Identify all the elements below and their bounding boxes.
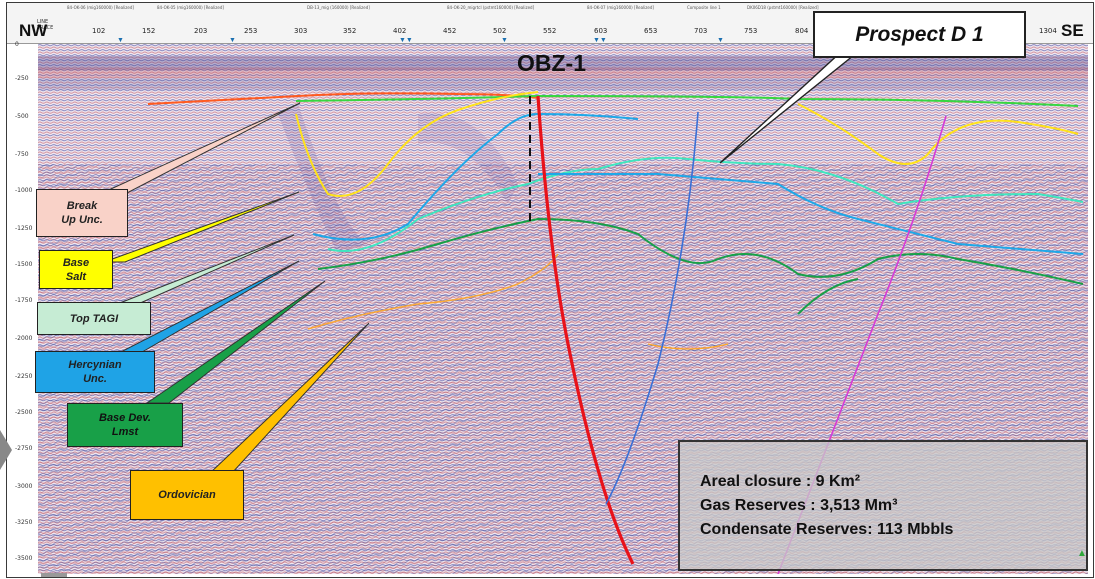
callout-text: Lmst (111, 426, 139, 438)
trace-tick: 452 (443, 27, 457, 35)
trace-marker-icon: ▼▼ (399, 37, 413, 44)
trace-tick: 703 (694, 27, 708, 35)
trace-marker-icon: ▼ (717, 37, 724, 44)
trace-marker-icon: ▼ (229, 37, 236, 44)
break-up-unc-callout: Break Up Unc. (36, 189, 128, 237)
trace-marker-icon: ▼ (501, 37, 508, 44)
gas-reserves: Gas Reserves : 3,513 Mm³ (700, 497, 898, 514)
trace-tick: 102 (92, 27, 106, 35)
depth-tick: -250 (15, 75, 29, 82)
header-annotation: 84-OK-05 (mig160000) [Realized] (157, 5, 224, 10)
callout-text: Unc. (83, 373, 107, 385)
prospect-label-box: Prospect D 1 (813, 11, 1026, 58)
green-marker-icon: ▲ (1077, 548, 1087, 559)
depth-tick: -2750 (15, 445, 33, 452)
depth-tick: -1750 (15, 297, 33, 304)
trace-tick: 502 (493, 27, 507, 35)
top-tagi-callout: Top TAGI (37, 302, 151, 335)
hercynian-unc-callout: Hercynian Unc. (35, 351, 155, 393)
callout-text: Hercynian (68, 359, 122, 371)
callout-text: Salt (65, 270, 87, 283)
callout-text: Break (66, 200, 98, 212)
depth-tick: -2500 (15, 409, 33, 416)
trace-tick: 1304 (1039, 27, 1057, 35)
depth-tick: -2250 (15, 373, 33, 380)
condensate-reserves: Condensate Reserves: 113 Mbbls (700, 521, 954, 538)
header-annotation: Composite line 1 (687, 5, 721, 10)
trace-tick: 152 (142, 27, 156, 35)
depth-tick: -750 (15, 151, 29, 158)
depth-tick: -3000 (15, 483, 33, 490)
trace-tick: 804 (795, 27, 809, 35)
trace-tick: 753 (744, 27, 758, 35)
trace-tick: 203 (194, 27, 208, 35)
trace-marker-icon: ▼▼ (593, 37, 607, 44)
depth-tick: -2000 (15, 335, 33, 342)
trace-label: TRACE (37, 25, 54, 31)
depth-tick: -1250 (15, 225, 33, 232)
se-label: SE (1061, 21, 1084, 40)
trace-marker-icon: ▼ (117, 37, 124, 44)
header-annotation: 84-OK-06 (mig160000) [Realized] (67, 5, 134, 10)
depth-tick: -3250 (15, 519, 33, 526)
callout-text: Ordovician (158, 489, 216, 501)
seismic-section-frame: LINE TRACE 84-OK-06 (mig160000) [Realize… (6, 2, 1094, 578)
well-label: OBZ-1 (517, 50, 586, 76)
horizontal-scrollbar-thumb[interactable] (41, 573, 67, 577)
trace-tick: 603 (594, 27, 608, 35)
trace-tick: 552 (543, 27, 557, 35)
reserves-info-box: Areal closure : 9 Km² Gas Reserves : 3,5… (678, 440, 1088, 571)
areal-closure: Areal closure : 9 Km² (700, 473, 861, 490)
trace-tick: 303 (294, 27, 308, 35)
header-annotation: 84-OK-20_migrtcl (pstmt160000) [Realized… (447, 5, 535, 10)
trace-tick: 653 (644, 27, 658, 35)
trace-tick: 253 (244, 27, 258, 35)
nw-label: NW (19, 21, 48, 40)
depth-tick: 0 (15, 41, 19, 48)
trace-tick: 352 (343, 27, 357, 35)
callout-text: Top TAGI (69, 312, 119, 325)
callout-text: Up Unc. (61, 214, 103, 226)
ordovician-callout: Ordovician (130, 470, 244, 520)
base-salt-callout: Base Salt (39, 250, 113, 289)
depth-tick: -1500 (15, 261, 33, 268)
previous-arrow-icon[interactable] (0, 430, 12, 470)
callout-text: Base Dev. (99, 412, 151, 424)
trace-tick: 402 (393, 27, 407, 35)
header-annotation: DK06D18 (pstmt160000) [Realized] (747, 5, 819, 10)
header-annotation: DB-13_mig (160000) [Realized] (307, 5, 370, 10)
prospect-label: Prospect D 1 (855, 22, 984, 46)
header-annotation: 84-OK-07 (mig160000) [Realized] (587, 5, 654, 10)
depth-tick: -3500 (15, 555, 33, 562)
depth-tick: -1000 (15, 187, 33, 194)
callout-text: Base (62, 256, 90, 269)
base-dev-lmst-callout: Base Dev. Lmst (67, 403, 183, 447)
line-label: LINE (37, 19, 49, 25)
depth-tick: -500 (15, 113, 29, 120)
